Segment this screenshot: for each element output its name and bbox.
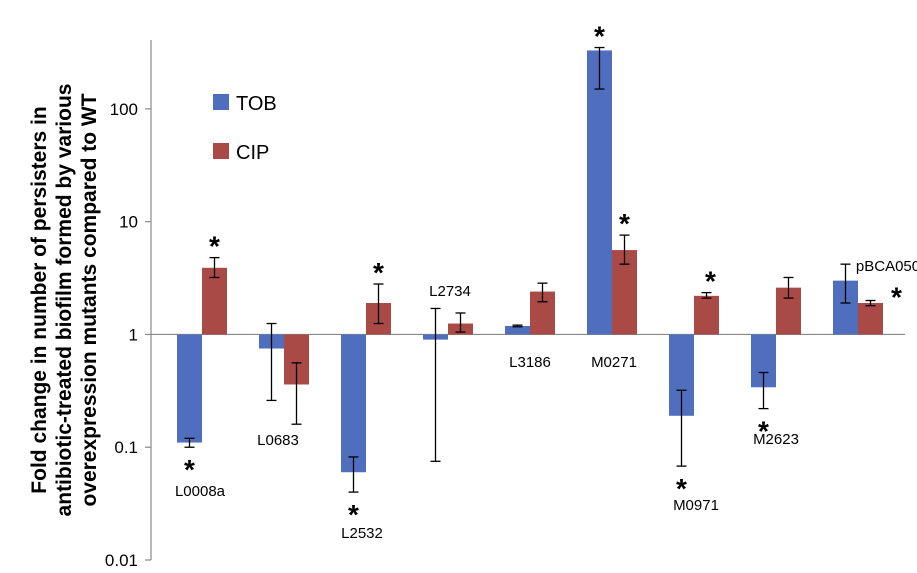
y-tick-label: 100 [110,100,138,119]
significance-star: * [619,208,630,239]
significance-star: * [594,21,605,52]
legend-swatch-tob [213,94,229,110]
category-label-l0683: L0683 [257,432,299,449]
category-label-l2532: L2532 [341,525,383,542]
category-label-m2623: M2623 [753,431,799,448]
significance-star: * [184,454,195,485]
legend: TOB CIP [213,93,277,164]
y-axis-title-line-3: overexpression mutants compared to WT [78,93,101,506]
significance-markers: * * * * * * * * * * [184,21,902,531]
category-label-m0971: M0971 [673,497,719,514]
y-tick-label: 0.01 [105,551,138,570]
legend-label-cip: CIP [236,142,269,164]
significance-star: * [373,257,384,288]
y-ticks: 0.01 0.1 1 10 100 [105,100,151,570]
y-axis-title-line-2: antibiotic-treated biofilm formed by var… [53,84,76,517]
y-tick-label: 10 [119,213,138,232]
bar-tob-l3186 [505,325,530,335]
significance-star: * [676,473,687,504]
category-label-m0271: M0271 [591,354,637,371]
bar-cip-l0008a [202,267,227,335]
y-tick-label: 0.1 [114,438,138,457]
significance-star: * [891,282,902,313]
bars [177,50,883,473]
significance-star: * [705,266,716,297]
legend-label-tob: TOB [236,93,277,115]
significance-star: * [758,416,769,447]
category-labels: L0008a L0683 L2532 L2734 L3186 M0271 M0971 M262… [175,258,917,542]
significance-star: * [348,499,359,530]
bar-tob-m0271 [587,50,612,335]
bar-tob-l2532 [341,334,366,473]
category-label-l3186: L3186 [509,354,551,371]
significance-star: * [209,231,220,262]
bar-tob-l0008a [177,334,202,443]
category-label-l0008a: L0008a [175,483,226,500]
bar-cip-pbca050 [858,303,883,335]
bar-cip-m0971 [694,295,719,335]
y-axis-title-line-1: Fold change in number of persisters in [28,106,51,493]
category-label-l2734: L2734 [429,283,471,300]
y-tick-label: 1 [129,325,138,344]
legend-swatch-cip [213,143,229,159]
error-bars [184,46,876,493]
category-label-pbca050: pBCA050 [856,258,917,275]
